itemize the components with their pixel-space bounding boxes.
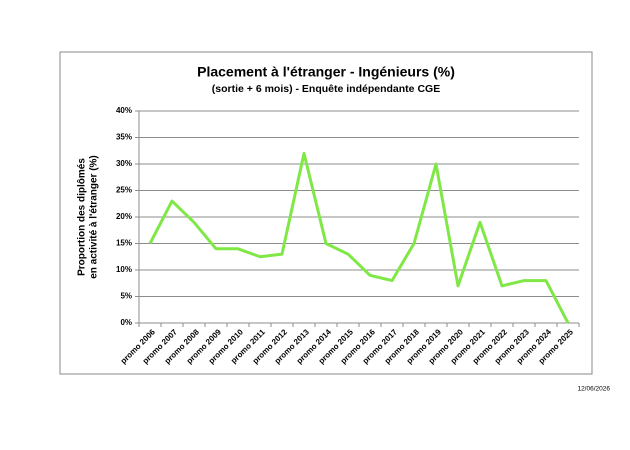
chart-frame (59, 51, 593, 375)
y-tick-label: 0% (120, 318, 132, 327)
y-tick-label: 20% (116, 212, 132, 221)
date: 12/06/2026 (577, 386, 610, 393)
y-axis-label-line: en activité à l'étranger (%) (89, 155, 100, 279)
y-axis-label: Proportion des diplômés en activité à l'… (77, 155, 100, 279)
chart-title: Placement à l'étranger - Ingénieurs (%) (197, 64, 455, 80)
y-tick-label: 40% (116, 106, 132, 115)
y-tick-label: 15% (116, 239, 132, 248)
data-line (148, 151, 570, 324)
y-tick-label: 10% (116, 265, 132, 274)
y-tick-label: 5% (120, 292, 132, 301)
y-tick-label: 35% (116, 133, 132, 142)
y-axis-label-line: Proportion des diplômés (77, 158, 88, 276)
y-tick-label: 25% (116, 186, 132, 195)
y-tick-label: 30% (116, 159, 132, 168)
chart-subtitle: (sortie + 6 mois) - Enquête indépendante… (212, 83, 440, 95)
